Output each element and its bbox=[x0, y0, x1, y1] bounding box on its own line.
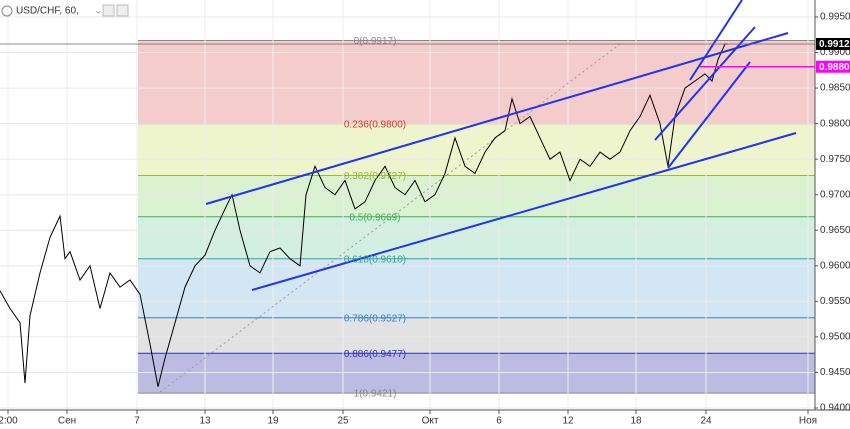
fib-level-label: 0.236(0.9800) bbox=[344, 119, 406, 130]
y-tick-label: 0.9500 bbox=[820, 332, 850, 343]
x-tick-label: 13 bbox=[199, 416, 211, 427]
steep-channel-lower bbox=[667, 61, 751, 169]
x-tick-label: Окт bbox=[422, 416, 439, 427]
y-tick-label: 0.9450 bbox=[820, 367, 850, 378]
price-series bbox=[0, 43, 728, 387]
chart-title: USD/CHF, 60, bbox=[16, 6, 79, 17]
fib-level-label: 0.786(0.9527) bbox=[344, 313, 406, 324]
fib-level-label: 0.886(0.9477) bbox=[344, 349, 406, 360]
fib-band bbox=[138, 175, 815, 217]
fib-band bbox=[138, 317, 815, 354]
settings-icon[interactable] bbox=[102, 4, 115, 17]
close-icon[interactable] bbox=[116, 4, 129, 17]
fib-band bbox=[138, 123, 815, 176]
fib-level-label: 0(0.9917) bbox=[354, 36, 397, 47]
x-tick-label: 25 bbox=[337, 416, 349, 427]
x-tick-label: 18 bbox=[630, 416, 642, 427]
trend-lines bbox=[205, 0, 797, 291]
fib-band bbox=[138, 258, 815, 318]
x-tick-label: 12 bbox=[562, 416, 574, 427]
y-tick-label: 0.9600 bbox=[820, 260, 850, 271]
x-tick-label: 7 bbox=[134, 416, 140, 427]
y-tick-label: 0.9400 bbox=[820, 403, 850, 414]
price-label: 0.9912 bbox=[819, 39, 850, 50]
header: USD/CHF, 60, ⌄ bbox=[1, 4, 129, 17]
x-tick-label: 24 bbox=[700, 416, 712, 427]
y-tick-label: 0.9650 bbox=[820, 225, 850, 236]
fib-level-label: 0.5(0.9669) bbox=[349, 212, 400, 223]
fib-band bbox=[138, 40, 815, 124]
channel-lower bbox=[251, 132, 797, 291]
y-tick-label: 0.9750 bbox=[820, 154, 850, 165]
y-tick-label: 0.9850 bbox=[820, 83, 850, 94]
y-tick-label: 0.9900 bbox=[820, 47, 850, 58]
price-label: 0.9880 bbox=[819, 62, 850, 73]
x-tick-label: 2:00 bbox=[0, 416, 18, 427]
channel-upper bbox=[205, 32, 789, 205]
y-tick-label: 0.9800 bbox=[820, 118, 850, 129]
y-tick-label: 0.9550 bbox=[820, 296, 850, 307]
menu-icon[interactable]: ⌄ bbox=[94, 6, 102, 17]
x-tick-label: Ноя bbox=[799, 416, 817, 427]
grid bbox=[0, 0, 815, 410]
steep-channel-upper bbox=[654, 26, 756, 141]
fib-trend-line bbox=[159, 43, 621, 393]
fib-level-label: 0.382(0.9727) bbox=[344, 171, 406, 182]
fib-level-label: 0.618(0.9610) bbox=[344, 254, 406, 265]
price-label-box bbox=[816, 60, 850, 73]
x-tick-label: Сен bbox=[58, 416, 76, 427]
fib-level-label: 1(0.9421) bbox=[354, 389, 397, 400]
axes: 0.9400 0.9450 0.9500 0.9550 0.9600 0.9650 0.97… bbox=[0, 12, 850, 427]
symbol-icon bbox=[1, 5, 13, 17]
steep-line bbox=[689, 0, 743, 81]
fib-band bbox=[138, 216, 815, 259]
labels: 0(0.9917) 0.236(0.9800) 0.382(0.9727) 0.5(0… bbox=[0, 36, 815, 400]
price-label-box bbox=[816, 38, 850, 51]
fib-bands bbox=[138, 39, 815, 394]
x-tick-label: 19 bbox=[267, 416, 279, 427]
price-line bbox=[0, 43, 728, 387]
y-tick-label: 0.9700 bbox=[820, 189, 850, 200]
y-tick-label: 0.9950 bbox=[820, 12, 850, 23]
x-tick-label: 6 bbox=[496, 416, 502, 427]
fib-band bbox=[138, 353, 815, 394]
